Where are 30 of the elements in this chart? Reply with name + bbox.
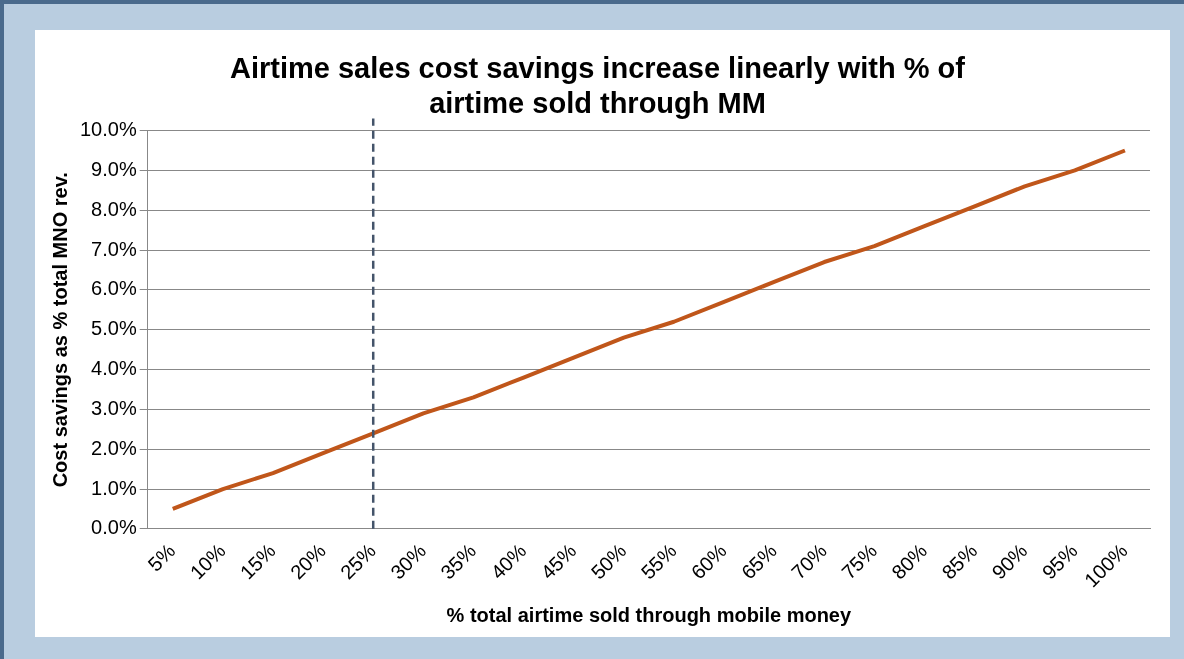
- y-tick-label: 5.0%: [91, 317, 137, 340]
- y-tick-label: 6.0%: [91, 277, 137, 300]
- y-tick-label: 1.0%: [91, 476, 137, 499]
- y-tick-label: 7.0%: [91, 237, 137, 260]
- x-tick-label: 60%: [686, 539, 731, 584]
- y-tick-label: 2.0%: [91, 436, 137, 459]
- y-tick-label: 3.0%: [91, 396, 137, 419]
- x-tick-label: 45%: [536, 539, 581, 584]
- x-tick-label: 75%: [837, 539, 882, 584]
- x-tick-label: 80%: [887, 539, 932, 584]
- x-axis-title: % total airtime sold through mobile money: [446, 603, 852, 626]
- text: Airtime sales cost savings increase linearly with % of: [230, 52, 965, 85]
- x-tick-label: 40%: [486, 539, 531, 584]
- x-tick-label: 30%: [386, 539, 431, 584]
- y-tick-label: 4.0%: [91, 357, 137, 380]
- y-tick-label: 0.0%: [91, 516, 137, 539]
- x-tick-label: 5%: [143, 539, 180, 576]
- y-tick-label: 9.0%: [91, 157, 137, 180]
- x-tick-label: 50%: [586, 539, 631, 584]
- text: airtime sold through MM: [429, 87, 766, 120]
- y-axis-title: Cost savings as % total MNO rev.: [48, 172, 71, 488]
- x-tick-label: 90%: [987, 539, 1032, 584]
- x-tick-label: 85%: [937, 539, 982, 584]
- x-tick-label: 70%: [787, 539, 832, 584]
- y-tick-label: 10.0%: [79, 118, 137, 141]
- x-tick-label: 55%: [636, 539, 681, 584]
- x-tick-label: 35%: [436, 539, 481, 584]
- x-tick-label: 95%: [1037, 539, 1082, 584]
- y-tick-label: 8.0%: [91, 197, 137, 220]
- x-tick-label: 65%: [737, 539, 782, 584]
